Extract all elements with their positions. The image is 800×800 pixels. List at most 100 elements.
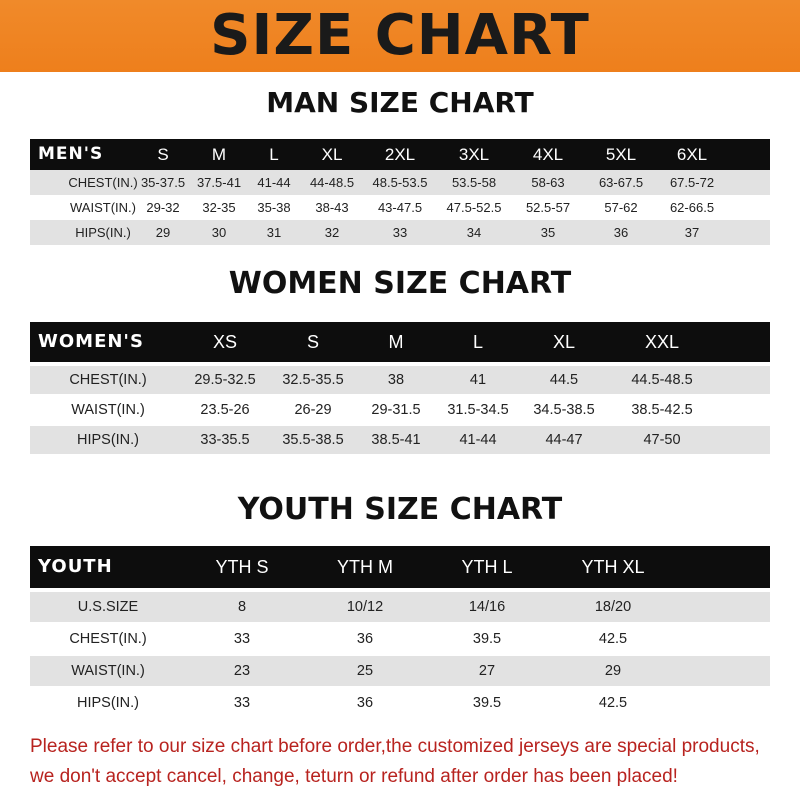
measurement-cell: 35 [540, 225, 556, 240]
measurement-cell: 33 [392, 225, 408, 240]
measurement-cell: 53.5-58 [451, 175, 497, 190]
men-header-row: MEN'S S M L XL 2XL 3XL 4XL 5XL 6XL [30, 139, 770, 170]
measurement-cell: 47.5-52.5 [446, 200, 502, 215]
table-row: HIPS(IN.) 29 30 31 32 33 34 35 36 37 [30, 220, 770, 245]
size-column-header: YTH S [215, 557, 269, 577]
measurement-cell: 32.5-35.5 [282, 372, 344, 388]
row-label: WAIST(IN.) [70, 200, 136, 215]
size-column-header: 2XL [384, 145, 416, 164]
measurement-cell: 36 [356, 631, 374, 647]
measurement-cell: 30 [211, 225, 227, 240]
measurement-cell: 29 [604, 663, 622, 679]
size-column-header: XXL [644, 332, 680, 352]
size-column-header: S [157, 145, 169, 164]
table-row: CHEST(IN.) 35-37.5 37.5-41 41-44 44-48.5 48.5… [30, 170, 770, 195]
measurement-cell: 36 [613, 225, 629, 240]
measurement-cell: 23.5-26 [200, 402, 250, 418]
table-row: HIPS(IN.) 33-35.5 35.5-38.5 38.5-41 41-44 44-… [30, 426, 770, 454]
size-column-header: 3XL [458, 145, 490, 164]
row-label: HIPS(IN.) [76, 695, 140, 711]
measurement-cell: 31 [266, 225, 282, 240]
measurement-cell: 57-62 [604, 200, 638, 215]
measurement-cell: 41 [469, 372, 487, 388]
measurement-cell: 31.5-34.5 [447, 402, 509, 418]
measurement-cell: 37.5-41 [196, 175, 242, 190]
row-label: WAIST(IN.) [71, 402, 145, 418]
table-row: HIPS(IN.) 33 36 39.5 42.5 [30, 688, 770, 718]
measurement-cell: 41-44 [459, 432, 497, 448]
measurement-cell: 23 [233, 663, 251, 679]
row-label: U.S.SIZE [77, 599, 139, 615]
row-label: HIPS(IN.) [75, 225, 131, 240]
measurement-cell: 14/16 [468, 599, 506, 615]
measurement-cell: 67.5-72 [669, 175, 715, 190]
row-label: HIPS(IN.) [76, 432, 140, 448]
youth-header-label: YOUTH [38, 556, 113, 577]
measurement-cell: 25 [356, 663, 374, 679]
size-column-header: M [388, 332, 404, 352]
size-column-header: L [472, 332, 484, 352]
measurement-cell: 26-29 [294, 402, 332, 418]
table-row: CHEST(IN.) 33 36 39.5 42.5 [30, 624, 770, 654]
measurement-cell: 62-66.5 [669, 200, 715, 215]
banner: SIZE CHART [0, 0, 800, 72]
measurement-cell: 47-50 [643, 432, 681, 448]
women-title: WOMEN SIZE CHART [228, 266, 572, 301]
measurement-cell: 32 [324, 225, 340, 240]
table-row: U.S.SIZE 8 10/12 14/16 18/20 [30, 592, 770, 622]
size-column-header: YTH M [337, 557, 393, 577]
measurement-cell: 29-32 [146, 200, 180, 215]
women-header-row: WOMEN'S XS S M L XL XXL [30, 322, 770, 362]
measurement-cell: 27 [478, 663, 496, 679]
size-column-header: YTH XL [581, 557, 645, 577]
table-row: WAIST(IN.) 29-32 32-35 35-38 38-43 43-47.5 47.… [30, 195, 770, 220]
size-column-header: M [211, 145, 227, 164]
measurement-cell: 29.5-32.5 [194, 372, 256, 388]
row-label: CHEST(IN.) [68, 175, 138, 190]
size-column-header: YTH L [461, 557, 513, 577]
measurement-cell: 44-48.5 [309, 175, 355, 190]
notice-line-2: we don't accept cancel, change, teturn o… [30, 766, 678, 787]
measurement-cell: 44.5-48.5 [631, 372, 693, 388]
row-label: WAIST(IN.) [71, 663, 145, 679]
measurement-cell: 52.5-57 [525, 200, 571, 215]
notice-line-1: Please refer to our size chart before or… [30, 736, 760, 757]
size-column-header: XS [212, 332, 238, 352]
measurement-cell: 29 [155, 225, 171, 240]
measurement-cell: 63-67.5 [598, 175, 644, 190]
size-column-header: 5XL [605, 145, 637, 164]
measurement-cell: 10/12 [346, 599, 384, 615]
measurement-cell: 35.5-38.5 [282, 432, 344, 448]
women-header-label: WOMEN'S [38, 331, 144, 352]
measurement-cell: 34.5-38.5 [533, 402, 595, 418]
size-column-header: 4XL [532, 145, 564, 164]
men-header-label: MEN'S [38, 144, 104, 164]
measurement-cell: 36 [356, 695, 374, 711]
measurement-cell: 38-43 [315, 200, 349, 215]
measurement-cell: 35-37.5 [140, 175, 186, 190]
men-title: MAN SIZE CHART [266, 86, 534, 119]
measurement-cell: 35-38 [257, 200, 291, 215]
measurement-cell: 8 [237, 599, 247, 615]
table-row: WAIST(IN.) 23 25 27 29 [30, 656, 770, 686]
measurement-cell: 42.5 [598, 695, 628, 711]
measurement-cell: 43-47.5 [377, 200, 423, 215]
row-label: CHEST(IN.) [69, 372, 147, 388]
measurement-cell: 33-35.5 [200, 432, 250, 448]
table-row: CHEST(IN.) 29.5-32.5 32.5-35.5 38 41 44.5 44.5… [30, 366, 770, 394]
measurement-cell: 48.5-53.5 [372, 175, 428, 190]
measurement-cell: 38.5-42.5 [631, 402, 693, 418]
measurement-cell: 44-47 [545, 432, 583, 448]
size-column-header: L [269, 145, 279, 164]
measurement-cell: 39.5 [472, 631, 502, 647]
measurement-cell: 58-63 [531, 175, 565, 190]
size-column-header: XL [552, 332, 576, 352]
measurement-cell: 38.5-41 [371, 432, 421, 448]
row-label: CHEST(IN.) [69, 631, 147, 647]
measurement-cell: 33 [233, 695, 251, 711]
youth-header-row: YOUTH YTH S YTH M YTH L YTH XL [30, 546, 770, 588]
measurement-cell: 39.5 [472, 695, 502, 711]
measurement-cell: 18/20 [594, 599, 632, 615]
measurement-cell: 33 [233, 631, 251, 647]
measurement-cell: 37 [684, 225, 700, 240]
